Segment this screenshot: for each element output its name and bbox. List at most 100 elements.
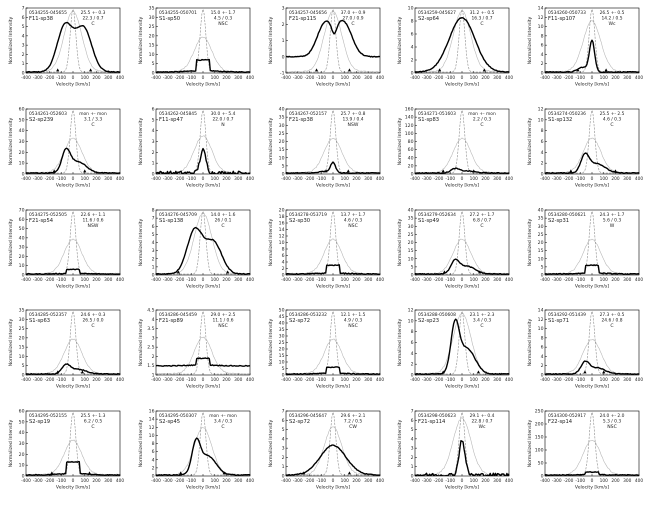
velocity-marker — [482, 68, 486, 72]
y-tick-label: 50 — [19, 117, 25, 123]
panel-class: C — [480, 122, 483, 128]
y-tick-label: 35 — [279, 327, 285, 333]
y-tick-label: 0 — [22, 172, 25, 178]
continuum-line — [415, 238, 509, 275]
curves — [286, 9, 380, 73]
panel: 0 5 10 15 20 25 30 35 40 -400 -300 -200 -100 0 100 200 3… — [268, 107, 384, 189]
panel-dispersion: 4.9 / 0.3 — [344, 318, 362, 324]
x-tick-label: -100 — [186, 277, 196, 283]
x-tick-label: 0 — [72, 75, 75, 81]
y-tick-label: 0 — [152, 172, 155, 178]
x-tick-label: -300 — [552, 176, 562, 182]
y-tick-label: 4 — [152, 317, 155, 323]
y-axis-label: Normalized Intensity — [397, 218, 403, 266]
x-tick-label: 200 — [92, 377, 100, 383]
y-axis-label: Normalized Intensity — [527, 117, 533, 165]
x-tick-label: 0 — [202, 176, 205, 182]
x-tick-label: -300 — [33, 75, 43, 81]
panel-id: 0534300-052917 — [548, 413, 586, 419]
x-tick-label: -100 — [575, 75, 585, 81]
x-tick-label: 0 — [332, 277, 335, 283]
x-tick-label: 100 — [341, 176, 349, 182]
profile-line — [156, 147, 250, 174]
x-tick-label: -300 — [33, 377, 43, 383]
y-tick-label: 4 — [411, 45, 414, 51]
x-tick-label: 300 — [364, 478, 372, 484]
x-tick-label: 400 — [505, 377, 513, 383]
curves — [156, 211, 250, 275]
x-tick-label: 300 — [234, 176, 242, 182]
y-tick-label: 0 — [152, 474, 155, 480]
continuum-line — [26, 439, 120, 476]
x-tick-label: 400 — [635, 478, 643, 484]
panel-field: F21-sp89 — [159, 318, 183, 324]
y-tick-label: 6 — [152, 449, 155, 455]
y-tick-label: 6 — [282, 418, 285, 424]
panel-field: S1-sp132 — [548, 117, 572, 123]
x-tick-label: 300 — [104, 377, 112, 383]
panel-velocity: 22.6 +- 1.1 — [81, 212, 106, 218]
panel: 0 2 4 6 8 10 12 14 -400 -300 -200 -100 0 100 200 300 400… — [527, 6, 643, 88]
curves — [545, 110, 639, 174]
panel-dispersion: 22.0 / 0.7 — [212, 117, 233, 123]
panel: 0 1 2 3 4 5 6 -400 -300 -200 -100 0 100 200 300 400 Velo… — [138, 107, 254, 189]
x-axis-label: Velocity [km/s] — [445, 82, 479, 88]
x-tick-label: 400 — [635, 176, 643, 182]
y-tick-label: 35 — [408, 216, 414, 222]
x-tick-label: 0 — [461, 277, 464, 283]
curves — [415, 412, 509, 476]
y-tick-label: 2 — [541, 61, 544, 67]
y-tick-label: 10 — [279, 360, 285, 366]
panel: 0 2 4 6 8 10 -400 -300 -200 -100 0 100 200 300 400 Velo… — [397, 6, 513, 88]
panel-dispersion: 16.3 / 0.7 — [471, 16, 492, 22]
y-tick-label: 50 — [538, 461, 544, 467]
x-tick-label: 200 — [352, 478, 360, 484]
panel-id: 0534260-050733 — [548, 10, 586, 16]
x-axis-label: Velocity [km/s] — [186, 82, 220, 88]
continuum-line — [156, 135, 250, 174]
x-tick-label: -200 — [564, 377, 574, 383]
x-tick-label: 200 — [352, 176, 360, 182]
curves — [156, 9, 250, 73]
panel: 0 10 20 30 40 50 60 70 -400 -300 -200 -100 0 100 200 30… — [8, 208, 124, 290]
profile-line — [156, 58, 250, 73]
panel-dispersion: 11.6 / 0.6 — [82, 218, 103, 224]
x-tick-label: -300 — [293, 176, 303, 182]
x-tick-label: -200 — [305, 176, 315, 182]
y-tick-label: 12 — [279, 234, 285, 240]
panel-id: 0534292-051439 — [548, 312, 586, 318]
velocity-marker — [613, 169, 618, 173]
profile-line — [545, 360, 639, 375]
panel-velocity: 15.0 +- 1.7 — [211, 10, 236, 16]
velocity-marker — [576, 68, 580, 72]
y-tick-label: 30 — [19, 139, 25, 145]
curves — [545, 412, 639, 476]
y-tick-label: 0 — [541, 373, 544, 379]
x-axis-label: Velocity [km/s] — [316, 485, 350, 491]
x-tick-label: -100 — [56, 478, 66, 484]
profile-line — [545, 471, 639, 476]
x-tick-label: 0 — [591, 75, 594, 81]
x-tick-label: -300 — [552, 377, 562, 383]
y-tick-label: 7 — [152, 216, 155, 222]
y-tick-label: 30 — [538, 224, 544, 230]
y-axis-label: Normalized Intensity — [138, 218, 144, 266]
panel-class: C — [221, 424, 224, 430]
x-axis-label: Velocity [km/s] — [56, 384, 90, 390]
x-tick-label: 100 — [470, 377, 478, 383]
x-tick-label: -200 — [175, 478, 185, 484]
x-tick-label: 300 — [234, 277, 242, 283]
panel-id: 0534257-045656 — [289, 10, 327, 16]
x-tick-label: -300 — [293, 75, 303, 81]
panel-velocity: 31.2 +- 0.5 — [470, 10, 495, 16]
x-tick-label: 300 — [623, 478, 631, 484]
x-tick-label: -300 — [422, 377, 432, 383]
x-tick-label: 100 — [211, 277, 219, 283]
x-tick-label: -100 — [186, 377, 196, 383]
panel: 0 1 2 3 4 5 6 7 8 -400 -300 -200 -100 0 100 200 300 400 Ve… — [138, 208, 254, 290]
velocity-marker — [347, 471, 352, 475]
x-tick-label: 400 — [376, 478, 384, 484]
x-tick-label: -400 — [21, 277, 31, 283]
x-axis-label: Velocity [km/s] — [575, 384, 609, 390]
